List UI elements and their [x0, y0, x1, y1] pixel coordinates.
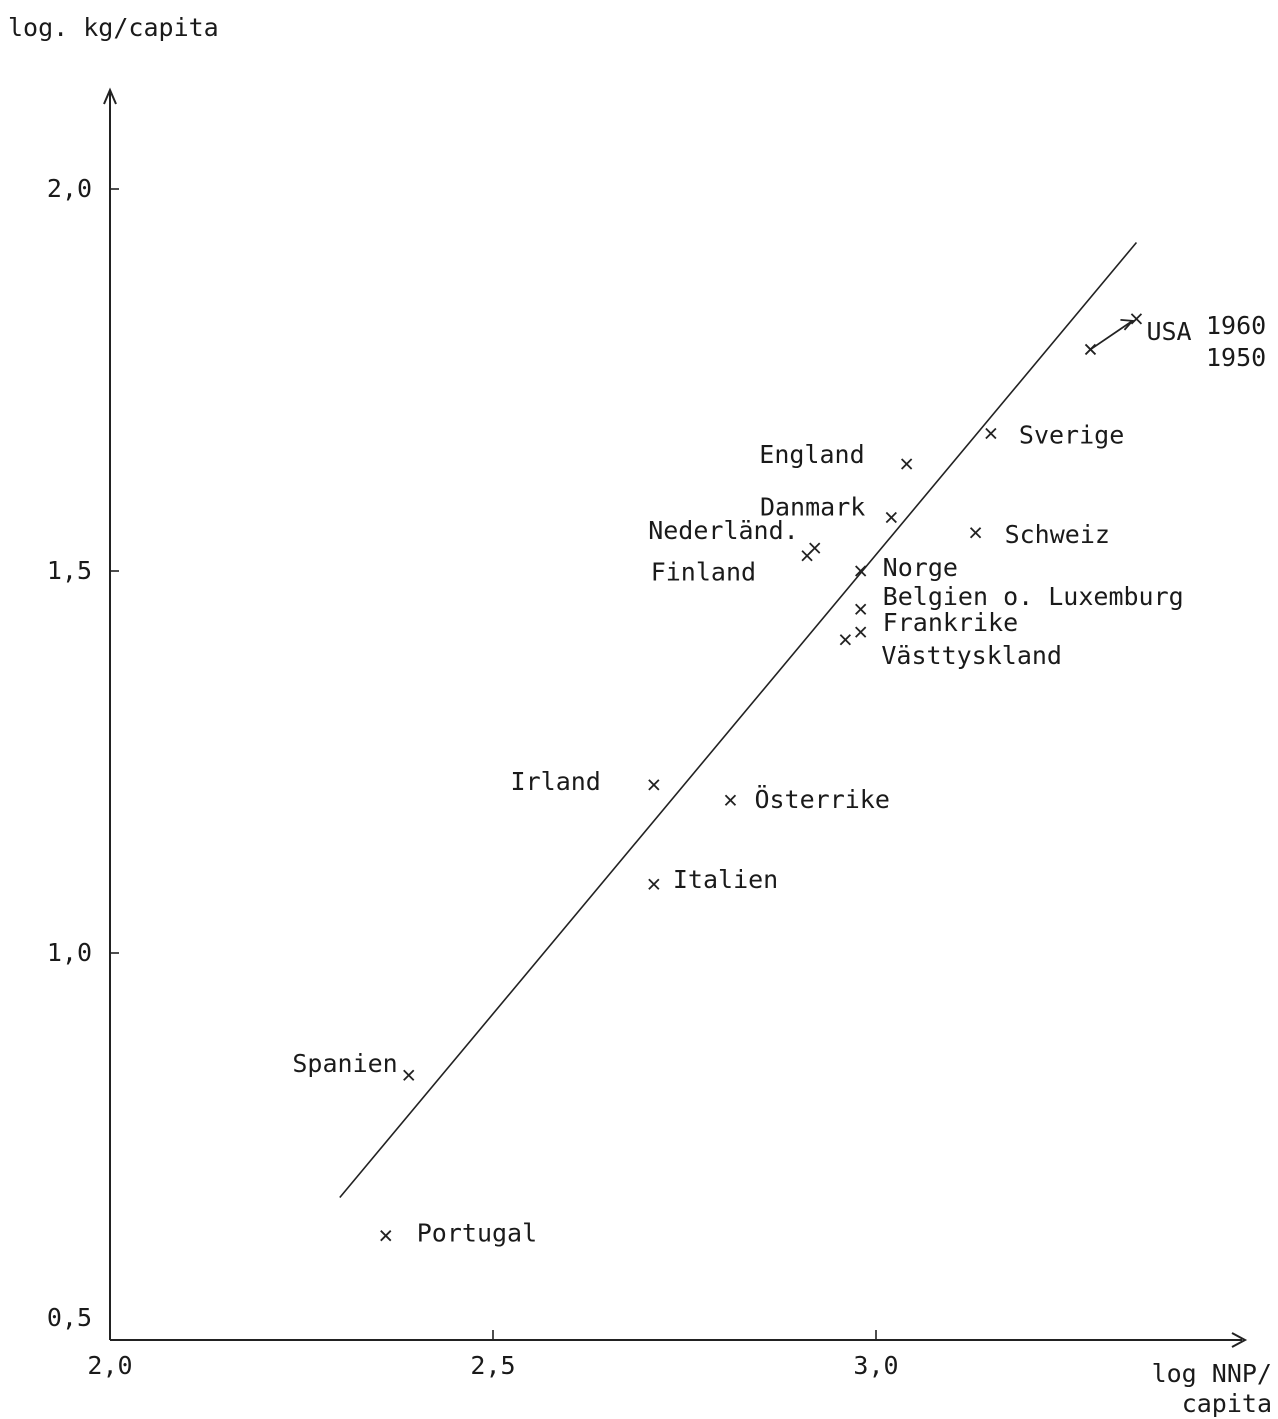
point-label: Nederländ. [648, 516, 799, 545]
x-axis-title-line2: capita [1182, 1389, 1272, 1418]
y-tick-label: 1,5 [47, 556, 92, 585]
usa-trend-arrow [1089, 320, 1133, 351]
point-label: Norge [883, 553, 958, 582]
point-label: Spanien [292, 1049, 397, 1078]
y-tick-label: 2,0 [47, 174, 92, 203]
data-point [403, 1069, 415, 1081]
data-point [1130, 313, 1143, 325]
x-tick-label: 3,0 [853, 1351, 898, 1380]
point-label: Västtyskland [881, 641, 1062, 670]
data-point [648, 779, 660, 791]
y-axis-title: log. kg/capita [8, 13, 219, 42]
axes: 0,5 1,0 1,5 2,0 2,0 2,5 3,0 log. kg/capita log N… [8, 13, 1272, 1418]
data-labels: USA Sverige England Danmark Schweiz Nederländ… [292, 311, 1266, 1248]
data-point [648, 878, 660, 890]
trend-line [339, 241, 1138, 1198]
y-tick-label: 1,0 [47, 938, 92, 967]
x-axis-title: log NNP/ [1152, 1359, 1272, 1388]
point-label: Portugal [417, 1219, 537, 1248]
usa-year-1950: 1950 [1206, 343, 1266, 372]
data-point [801, 550, 813, 562]
point-label: Irland [511, 767, 601, 796]
data-point [855, 603, 867, 615]
point-label: Schweiz [1005, 520, 1110, 549]
point-label: Italien [673, 865, 778, 894]
data-point [380, 1230, 392, 1242]
data-points [380, 313, 1143, 1242]
y-axis-arrow [103, 87, 117, 105]
data-point [885, 511, 897, 524]
point-label: Finland [651, 558, 756, 587]
data-point [985, 427, 997, 440]
point-label: Belgien o. Luxemburg [883, 582, 1184, 611]
data-point [855, 626, 867, 638]
x-tick-label: 2,0 [87, 1351, 132, 1380]
usa-year-1960: 1960 [1206, 311, 1266, 340]
data-point [969, 527, 982, 539]
point-label: Danmark [760, 493, 865, 522]
data-point [724, 794, 737, 806]
y-tick-label: 0,5 [47, 1303, 92, 1332]
x-tick-label: 2,5 [470, 1351, 515, 1380]
point-label: Österrike [754, 785, 889, 814]
data-point [855, 565, 867, 577]
x-axis-arrow [1231, 1332, 1248, 1348]
data-point [839, 634, 851, 646]
data-point [901, 458, 913, 470]
point-label: England [759, 440, 864, 469]
point-label: USA [1146, 317, 1191, 346]
trend-line-group [339, 241, 1138, 1198]
usa-arrow-head [1120, 318, 1135, 331]
point-label: Frankrike [883, 608, 1018, 637]
point-label: Sverige [1019, 420, 1124, 449]
